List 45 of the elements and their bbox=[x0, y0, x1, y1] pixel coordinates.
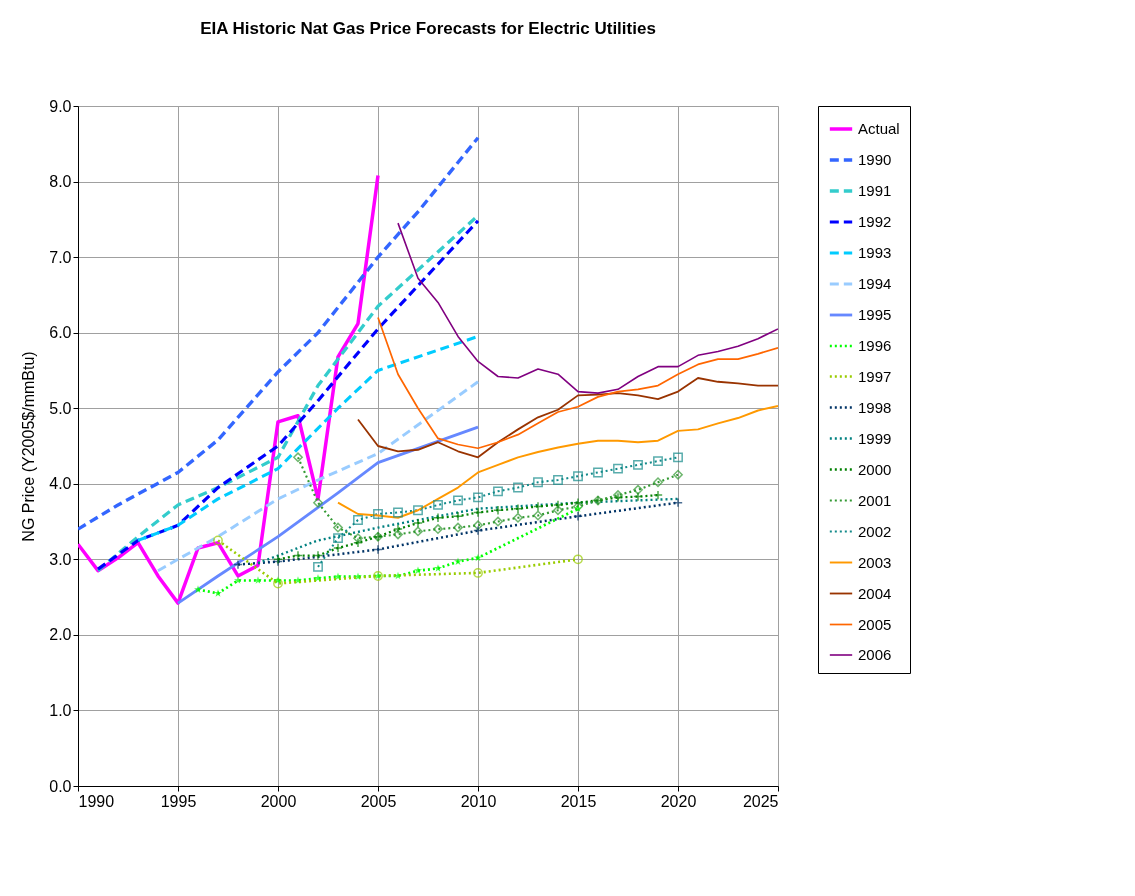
y-tick-label: 5.0 bbox=[49, 399, 72, 417]
x-tick-label: 2005 bbox=[360, 792, 397, 810]
legend-label: 2005 bbox=[858, 615, 892, 633]
y-tick-label: 0.0 bbox=[49, 777, 72, 795]
legend-label: 1999 bbox=[858, 429, 892, 447]
x-tick-label: 2025 bbox=[742, 792, 779, 810]
line-series bbox=[78, 173, 380, 605]
y-axis-title: NG Price (Y2005$/mmBtu) bbox=[20, 351, 38, 542]
legend-label: 1995 bbox=[858, 306, 892, 323]
y-tick-label: 1.0 bbox=[49, 701, 72, 719]
legend-label: 1998 bbox=[858, 398, 892, 416]
y-tick-label: 2.0 bbox=[49, 626, 72, 644]
y-tick-label: 9.0 bbox=[49, 97, 72, 115]
legend-label: 1992 bbox=[858, 213, 892, 230]
x-tick-label: 2020 bbox=[660, 792, 697, 810]
legend-label: 1991 bbox=[858, 182, 892, 199]
line-series bbox=[78, 136, 480, 531]
legend-label: Actual bbox=[858, 120, 900, 137]
legend-label: 2006 bbox=[858, 646, 892, 663]
line-series bbox=[357, 377, 778, 459]
legend-label: 1990 bbox=[858, 151, 892, 168]
x-tick-label: 2015 bbox=[560, 792, 597, 810]
legend-label: 2000 bbox=[858, 460, 892, 478]
line-series bbox=[176, 425, 480, 605]
x-tick-label: 1995 bbox=[160, 792, 197, 810]
y-tick-label: 4.0 bbox=[49, 475, 72, 493]
legend-label: 1997 bbox=[858, 367, 892, 385]
y-tick-label: 6.0 bbox=[49, 324, 72, 342]
legend-label: 2002 bbox=[858, 522, 892, 540]
line-series bbox=[156, 380, 480, 573]
x-tick-label: 2000 bbox=[260, 792, 297, 810]
legend-label: 2001 bbox=[858, 491, 892, 509]
line-series bbox=[397, 222, 778, 394]
chart-title: EIA Historic Nat Gas Price Forecasts for Electric Utilities bbox=[200, 19, 656, 38]
x-tick-label: 1990 bbox=[78, 792, 115, 810]
legend-label: 2003 bbox=[858, 553, 892, 571]
legend-label: 1996 bbox=[858, 337, 892, 354]
legend-label: 1994 bbox=[858, 275, 892, 292]
x-tick-label: 2010 bbox=[460, 792, 497, 810]
y-tick-label: 8.0 bbox=[49, 173, 72, 191]
y-tick-label: 7.0 bbox=[49, 248, 72, 266]
legend-label: 2004 bbox=[858, 584, 892, 602]
y-tick-label: 3.0 bbox=[49, 550, 72, 568]
line-series bbox=[377, 316, 778, 450]
legend-label: 1993 bbox=[858, 244, 892, 261]
